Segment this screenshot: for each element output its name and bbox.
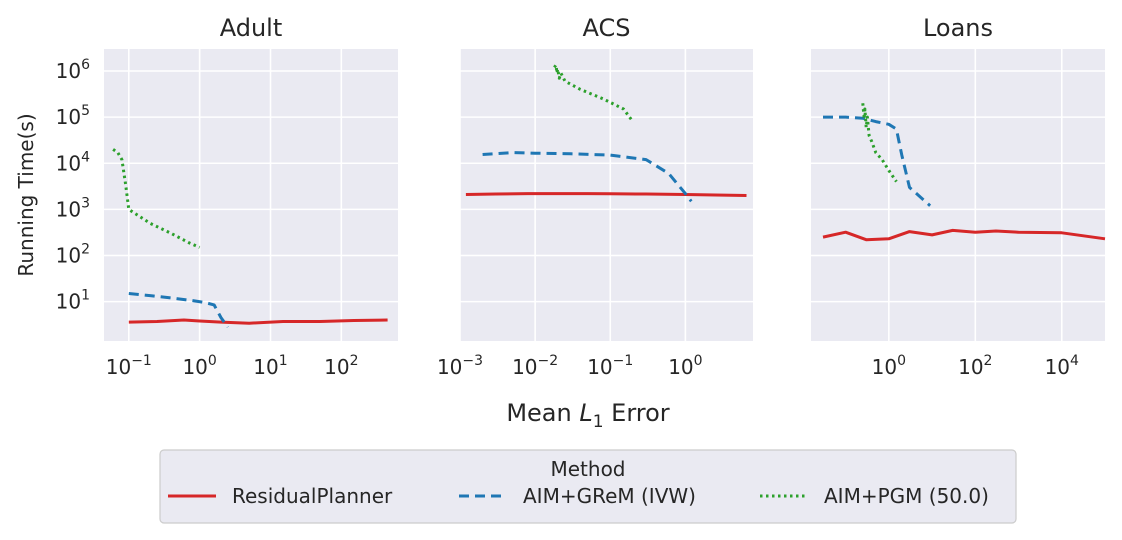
panel-adult: 10−1 100 101 102 101 102 103 104 105 106 Adult (56, 14, 398, 379)
legend-frame (159, 449, 1017, 524)
x-tick-label: 10−2 (512, 353, 558, 379)
series-line-aim-pgm-50-0 (861, 103, 898, 183)
series-line-residualplanner (822, 228, 1106, 242)
panel-background (104, 49, 398, 341)
x-tick-label: 102 (958, 353, 992, 379)
y-tick-label: 101 (56, 288, 90, 314)
series-line-aim-pgm-50-0 (553, 63, 635, 123)
x-axis-label-var: L (579, 399, 592, 427)
x-axis-label-main: Mean (506, 399, 579, 427)
series-line-residualplanner (128, 318, 388, 325)
legend: Method ResidualPlanner AIM+GReM (IVW) AIM+… (159, 449, 1017, 524)
y-axis-label: Running Time(s) (14, 113, 38, 276)
y-tick-label: 103 (56, 195, 90, 221)
y-tick-label: 106 (56, 57, 90, 83)
series-line-aim-pgm-50-0 (112, 148, 201, 249)
x-axis-label: Mean L1 Error (506, 399, 669, 432)
x-tick-label: 10−1 (106, 353, 152, 379)
legend-title: Method (550, 457, 625, 481)
x-tick-label: 102 (324, 353, 358, 379)
x-axis-label-sub: 1 (593, 412, 604, 432)
panel-background (811, 49, 1105, 341)
x-axis-label-tail: Error (604, 399, 670, 427)
series-line-aim-grem-ivw (823, 115, 932, 207)
x-tick-label: 100 (668, 353, 702, 379)
x-tick-label: 10−3 (437, 353, 483, 379)
legend-label-residualplanner: ResidualPlanner (232, 484, 393, 508)
legend-label-aim-pgm-50-0: AIM+PGM (50.0) (824, 484, 989, 508)
x-tick-label: 104 (1045, 353, 1079, 379)
x-tick-label: 10−1 (587, 353, 633, 379)
panel-title: Adult (220, 14, 283, 42)
panel-title: Loans (923, 14, 993, 42)
x-tick-label: 101 (253, 353, 287, 379)
y-tick-label: 104 (56, 149, 90, 175)
y-tick-label: 102 (56, 241, 90, 267)
series-line-aim-grem-ivw (482, 151, 693, 203)
series-line-aim-grem-ivw (128, 292, 230, 328)
x-tick-label: 100 (182, 353, 216, 379)
x-tick-label: 100 (872, 353, 906, 379)
panel-acs: 10−3 10−2 10−1 100 ACS (437, 14, 753, 379)
y-tick-label: 105 (56, 103, 90, 129)
series-line-residualplanner (465, 192, 747, 197)
panel-loans: 100 102 104 Loans (811, 14, 1106, 379)
legend-label-aim-grem-ivw: AIM+GReM (IVW) (523, 484, 696, 508)
panel-title: ACS (583, 14, 631, 42)
